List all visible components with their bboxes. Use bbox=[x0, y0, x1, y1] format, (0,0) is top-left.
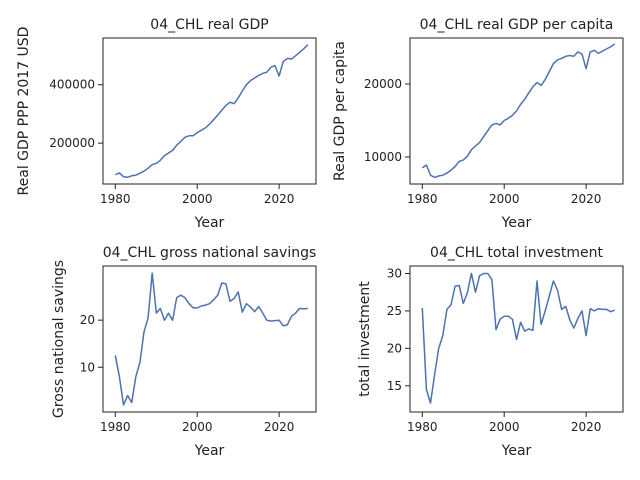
chart-title: 04_CHL real GDP bbox=[150, 17, 268, 33]
axes-frame bbox=[409, 37, 624, 185]
chart-panel-real-gdp-per-capita: 04_CHL real GDP per capita 1980 2000 2020 10… bbox=[332, 17, 624, 231]
y-axis-label: Gross national savings bbox=[51, 260, 67, 418]
y-axis-label: Real GDP PPP 2017 USD bbox=[16, 27, 32, 196]
y-tick-label: 10000 bbox=[364, 150, 402, 164]
chart-panel-total-investment: 04_CHL total investment 1980 2000 2020 15 20 2… bbox=[357, 245, 624, 459]
chart-title: 04_CHL gross national savings bbox=[103, 245, 317, 261]
y-tick-label: 30 bbox=[387, 266, 402, 280]
y-tick-label: 10 bbox=[80, 360, 95, 374]
x-tick-label: 2020 bbox=[264, 192, 295, 206]
x-tick-label: 1980 bbox=[100, 420, 131, 434]
y-tick-label: 20000 bbox=[364, 77, 402, 91]
chart-panel-real-gdp: 04_CHL real GDP 1980 2000 2020 200000 400000 Y… bbox=[16, 17, 317, 231]
series-line bbox=[114, 44, 309, 179]
x-tick-label: 2000 bbox=[182, 192, 213, 206]
x-tick-label: 2000 bbox=[489, 420, 520, 434]
x-tick-label: 2020 bbox=[571, 420, 602, 434]
x-axis-label: Year bbox=[194, 215, 225, 231]
x-tick-label: 2000 bbox=[182, 420, 213, 434]
y-tick-label: 200000 bbox=[49, 136, 95, 150]
y-tick-label: 25 bbox=[387, 304, 402, 318]
x-tick-label: 2020 bbox=[571, 192, 602, 206]
chart-title: 04_CHL total investment bbox=[430, 245, 603, 261]
x-tick-label: 1980 bbox=[100, 192, 131, 206]
y-axis-label: Real GDP per capita bbox=[332, 41, 348, 181]
x-tick-label: 2000 bbox=[489, 192, 520, 206]
series-line bbox=[114, 272, 308, 406]
axes-frame bbox=[409, 265, 624, 413]
x-axis-label: Year bbox=[194, 443, 225, 459]
axes-frame bbox=[102, 265, 317, 413]
y-tick-label: 400000 bbox=[49, 78, 95, 92]
series-line bbox=[421, 43, 616, 179]
chart-title: 04_CHL real GDP per capita bbox=[420, 17, 614, 33]
y-tick-label: 20 bbox=[80, 313, 95, 327]
x-axis-label: Year bbox=[501, 215, 532, 231]
series-line bbox=[421, 272, 616, 404]
x-axis-label: Year bbox=[501, 443, 532, 459]
y-tick-label: 20 bbox=[387, 341, 402, 355]
x-tick-label: 1980 bbox=[407, 192, 438, 206]
y-tick-label: 15 bbox=[387, 379, 402, 393]
axes-frame bbox=[102, 37, 317, 185]
x-tick-label: 2020 bbox=[264, 420, 295, 434]
y-axis-label: total investment bbox=[357, 281, 373, 397]
x-tick-label: 1980 bbox=[407, 420, 438, 434]
